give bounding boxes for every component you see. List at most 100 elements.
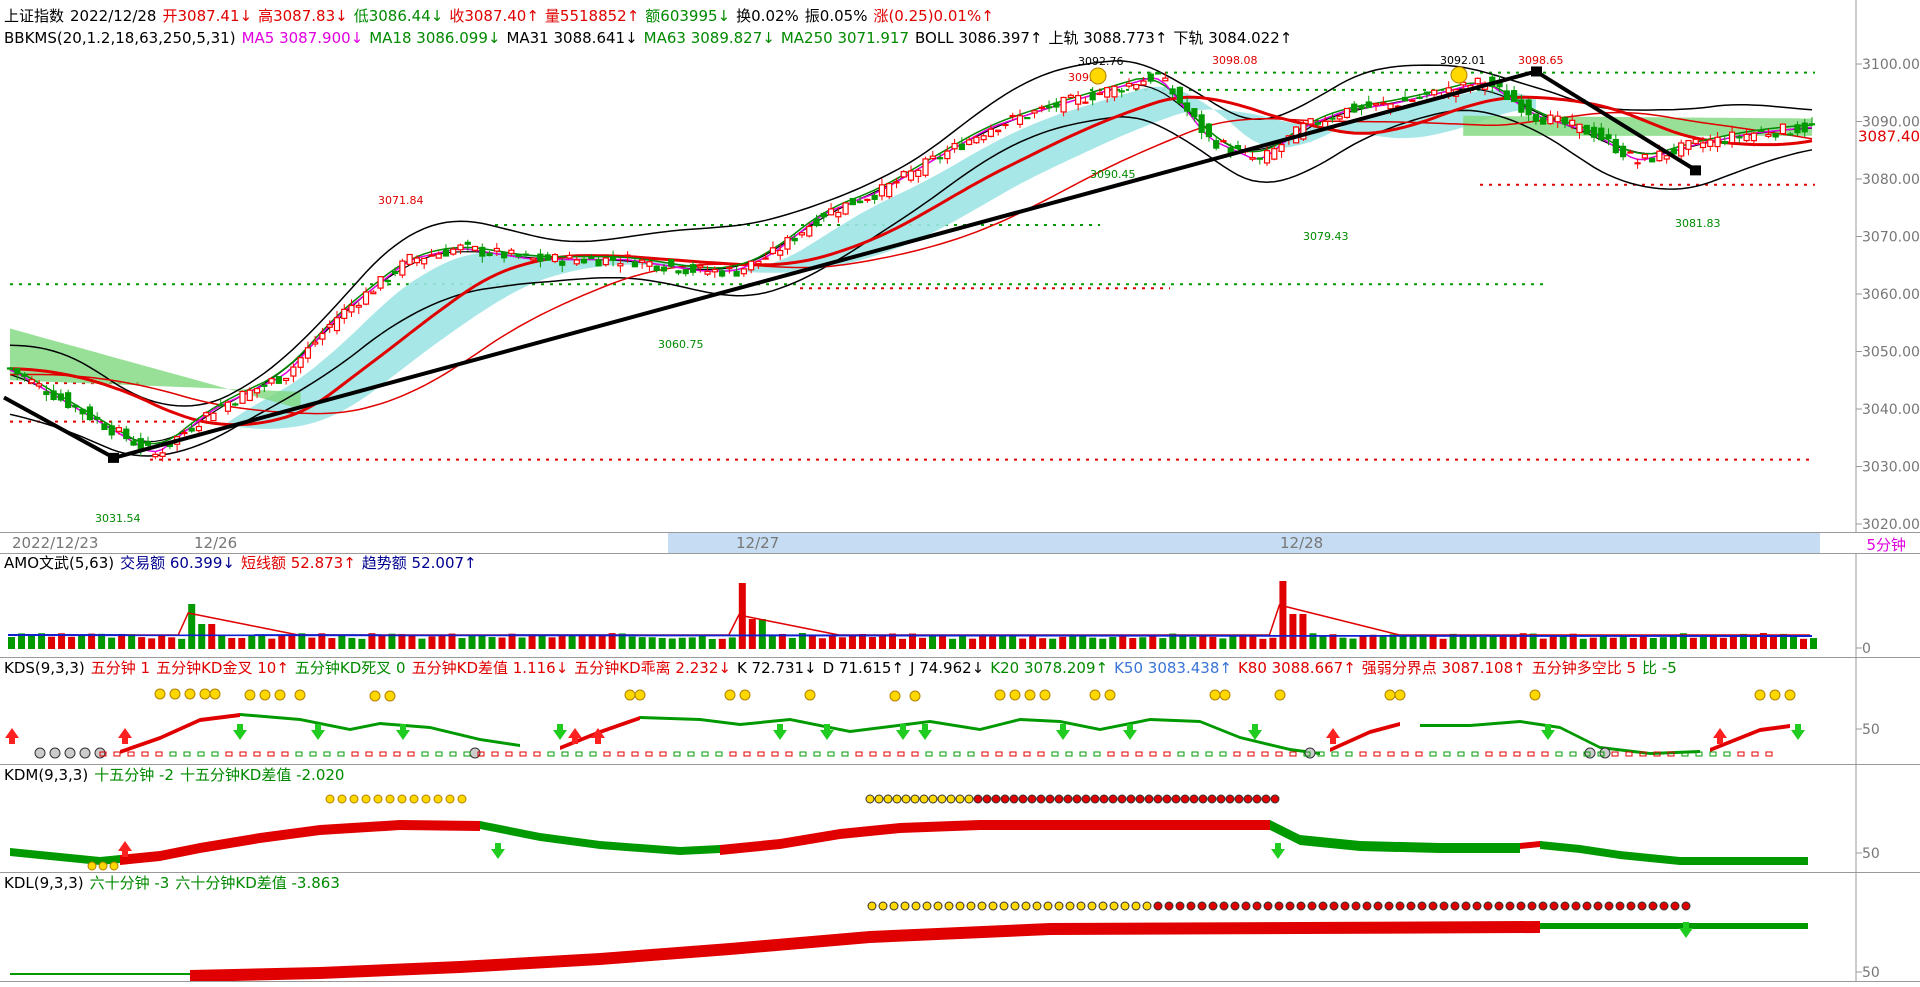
candle-up [1569,119,1576,126]
smiley-icon [1039,689,1051,701]
amo-legend-item: 短线额 52.873↑ [240,554,356,572]
kds-signal-box [183,751,191,757]
candle-up [246,389,253,402]
candle-up [1111,85,1118,98]
amo-bar-up [818,638,826,649]
amo-bar-down [688,637,696,649]
period-label[interactable]: 5分钟 [1866,536,1906,554]
pivot-marker [1531,66,1542,77]
kds-signal-box [407,751,415,757]
quote-info-item: 2022/12/28 [70,7,157,25]
amo-bar-up [68,636,76,649]
smiley-icon [1024,689,1036,701]
candle-up [842,202,849,215]
amo-bar-up [1279,581,1287,649]
kds-signal-box [743,751,751,757]
kds-signal-box [1695,751,1703,757]
candle-down [479,246,486,257]
candle-up [181,431,188,435]
signal-dot [1099,794,1109,804]
candle-down [689,264,697,273]
signal-dot [874,794,884,804]
amo-bar-down [1669,635,1677,649]
kdl-chart[interactable]: 50 [0,873,1920,981]
signal-dot [1296,901,1306,911]
down-arrow-icon [896,724,910,740]
candle-up [1663,155,1670,160]
amo-bar-up [498,637,506,649]
signal-dot [1549,901,1559,911]
candle-down [1213,140,1220,149]
amo-bar-up [528,634,536,649]
signal-dot [878,901,888,911]
signal-dot [1505,901,1515,911]
kds-chart[interactable]: 50 [0,658,1920,764]
signal-dot [1270,794,1280,804]
signal-dot [1637,901,1647,911]
candle-up [326,324,333,328]
amo-bar-down [1489,636,1497,649]
signal-dot [98,861,108,871]
kds-signal-box [1205,751,1213,757]
kds-signal-box [1751,751,1759,757]
candle-down [958,143,965,151]
candle-down [1801,122,1808,133]
kds-signal-box [1163,751,1171,757]
kdm-panel[interactable]: KDM(9,3,3) 十五分钟 -2 十五分钟KD差值 -2.020 50 [0,765,1920,872]
signal-dot [1384,901,1394,911]
amo-bar-down [8,637,16,649]
signal-dot [1063,794,1073,804]
amo-bar-up [1509,634,1517,649]
kdm-chart[interactable]: 50 [0,765,1920,872]
y-axis-label: 3100.00 [1862,57,1920,73]
candle-down [94,416,101,420]
kds-signal-box [1359,751,1367,757]
candle-down [1590,126,1598,138]
candle-up [617,263,624,267]
kds-panel[interactable]: KDS(9,3,3) 五分钟 1 五分钟KD金叉 10↑ 五分钟KD死叉 0 五分钟KD… [0,658,1920,764]
amo-bar-down [1449,633,1457,649]
candle-up [312,341,319,345]
candlestick-chart[interactable]: 3100.00 3090.00 3080.00 3070.00 3060.00 3050.… [0,0,1920,532]
candle-down [261,384,268,387]
signal-dot [1659,901,1669,911]
amo-bar-down [628,636,636,649]
amo-volume-chart[interactable]: 0 [0,553,1920,657]
kds-signal-box [449,751,457,757]
signal-dot [1461,901,1471,911]
candle-down [1198,114,1205,133]
candle-down [1184,102,1191,112]
candle-up [1140,80,1147,86]
signal-dot [1604,901,1614,911]
kds-signal-box [547,751,555,757]
amo-bar-up [288,635,296,649]
amo-bar-down [1339,637,1347,649]
candle-up [35,383,43,387]
signal-dot [910,794,920,804]
candle-up [319,332,326,340]
down-arrow-icon [396,724,410,740]
amo-bar-up [1269,637,1277,649]
candle-up [1300,122,1307,140]
candle-down [57,393,64,401]
time-label-1227: 12/27 [736,534,780,552]
amo-bar-up [1629,637,1637,649]
candle-down [559,260,566,266]
candle-down [217,404,224,407]
signal-dot [1538,901,1548,911]
amo-bar-up [989,636,997,649]
amo-panel[interactable]: AMO文武(5,63) 交易额 60.399↓ 短线额 52.873↑ 趋势额 52.… [0,553,1920,657]
signal-dot [982,794,992,804]
signal-dot [928,794,938,804]
signal-dot [1045,794,1055,804]
kds-signal-box [491,751,499,757]
price-panel[interactable]: 上证指数 2022/12/28 开3087.41↓ 高3087.83↓ 低3086.44… [0,0,1920,532]
kdl-panel[interactable]: KDL(9,3,3) 六十分钟 -3 六十分钟KD差值 -3.863 50 [0,873,1920,981]
amo-bar-down [959,634,967,649]
kds-signal-box [505,751,513,757]
amo-bar-up [398,634,406,649]
smiley-icon [1784,689,1796,701]
candle-down [1605,134,1612,140]
kds-signal-box [1569,751,1577,757]
amo-bar-up [1199,635,1207,649]
